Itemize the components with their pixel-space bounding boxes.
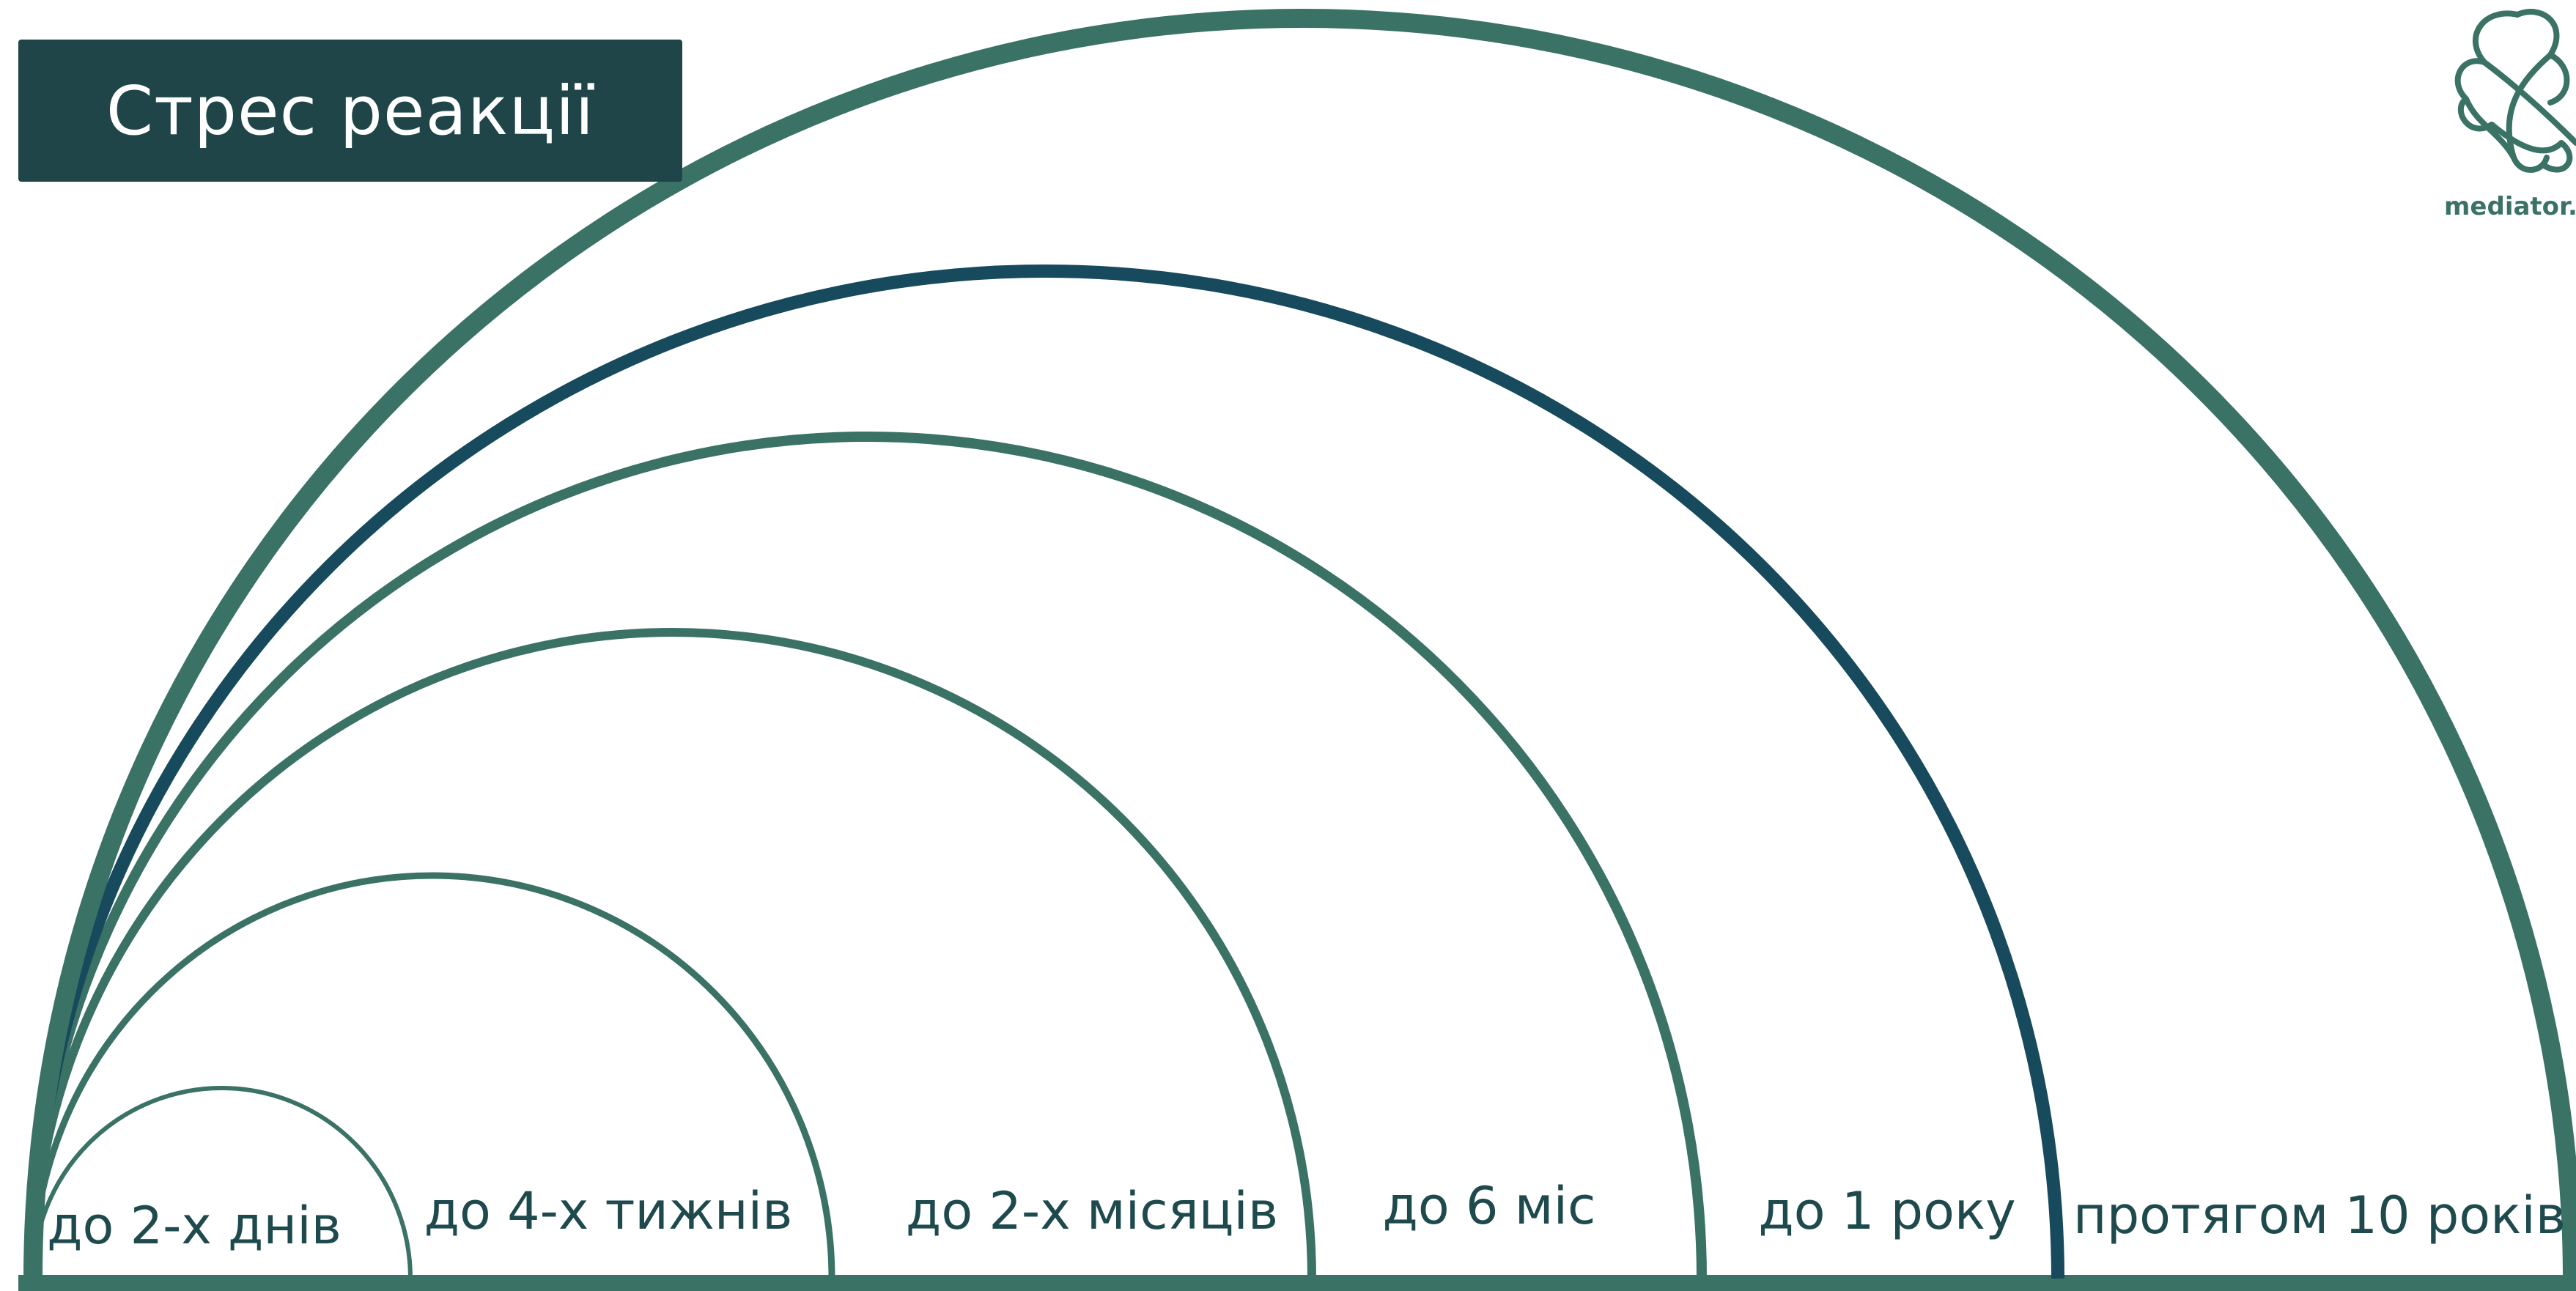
arc-label-4: до 6 міс (1382, 1176, 1596, 1236)
logo-text: mediator.in (2444, 192, 2576, 221)
arc-3 (29, 628, 1316, 1279)
arc-label-5: до 1 року (1758, 1181, 2016, 1241)
arc-label-1: до 2-х днів (47, 1196, 342, 1256)
arc-2 (29, 872, 835, 1279)
arc-4 (28, 432, 1707, 1279)
title-banner: Стрес реакції (18, 40, 682, 182)
arc-1 (31, 1086, 413, 1279)
arc-label-2: до 4-х тижнів (424, 1181, 793, 1241)
arc-label-3: до 2-х місяців (905, 1181, 1279, 1241)
mediator-logo-icon (2454, 9, 2576, 173)
arc-6 (23, 9, 2576, 1279)
arc-label-6: протягом 10 років (2073, 1185, 2566, 1246)
page-title: Стрес реакції (106, 71, 595, 150)
arc-5 (26, 265, 2064, 1279)
